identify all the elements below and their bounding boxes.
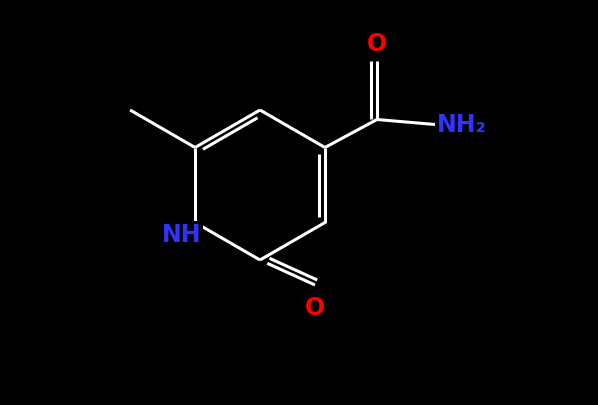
Text: NH₂: NH₂ <box>437 113 487 137</box>
Text: NH: NH <box>162 223 202 247</box>
Text: O: O <box>367 32 387 56</box>
Text: O: O <box>305 295 325 319</box>
